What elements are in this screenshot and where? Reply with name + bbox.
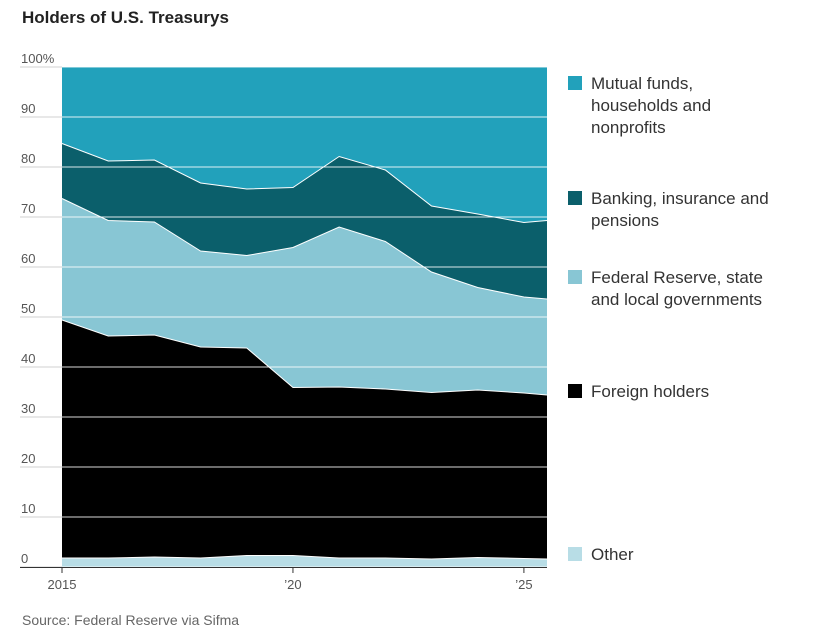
x-axis: 2015 ’20 ’25	[20, 567, 547, 592]
chart-title: Holders of U.S. Treasurys	[22, 8, 229, 27]
area-boundary-line	[61, 198, 548, 300]
y-tick-label: 70	[21, 201, 35, 216]
legend-label-federal-reserve: Federal Reserve, state and local governm…	[591, 268, 763, 309]
legend-item-federal-reserve: Federal Reserve, state and local governm…	[568, 267, 791, 311]
area-foreign-holders	[62, 320, 547, 559]
area-mutual-funds-households-and-nonprofits	[62, 67, 547, 223]
area-federal-reserve-state-and-local-governments	[62, 198, 547, 395]
legend-item-other: Other	[568, 544, 791, 566]
area-layers	[61, 67, 548, 567]
legend-label-banking: Banking, insurance and pensions	[591, 189, 769, 230]
y-tick-label: 60	[21, 251, 35, 266]
legend-swatch-banking	[568, 191, 582, 205]
x-tick-label: ’20	[284, 577, 301, 592]
legend-item-mutual-funds: Mutual funds, households and nonprofits	[568, 73, 731, 139]
legend-swatch-other	[568, 547, 582, 561]
y-axis-labels: 0 10 20 30 40 50 60 70 80 90 100%	[21, 51, 55, 566]
legend-label-other: Other	[591, 545, 634, 564]
y-tick-label: 80	[21, 151, 35, 166]
y-tick-label: 40	[21, 351, 35, 366]
x-tick-label: ’25	[515, 577, 532, 592]
y-tick-label: 0	[21, 551, 28, 566]
area-boundary-line	[61, 319, 548, 396]
legend-swatch-foreign-holders	[568, 384, 582, 398]
legend-item-banking: Banking, insurance and pensions	[568, 188, 791, 232]
y-tick-label: 90	[21, 101, 35, 116]
y-tick-label: 10	[21, 501, 35, 516]
legend-label-foreign-holders: Foreign holders	[591, 382, 710, 401]
area-other	[62, 555, 547, 567]
y-tick-label: 30	[21, 401, 35, 416]
area-banking-insurance-and-pensions	[62, 143, 547, 299]
legend-item-foreign-holders: Foreign holders	[568, 381, 791, 403]
x-tick-label: 2015	[48, 577, 77, 592]
legend-label-mutual-funds: Mutual funds, households and nonprofits	[591, 74, 712, 137]
y-tick-label: 100%	[21, 51, 55, 66]
y-tick-label: 50	[21, 301, 35, 316]
y-tick-label: 20	[21, 451, 35, 466]
legend-swatch-mutual-funds	[568, 76, 582, 90]
legend-swatch-federal-reserve	[568, 270, 582, 284]
area-boundary-line	[61, 143, 548, 224]
area-boundary-line	[62, 555, 548, 560]
source-note: Source: Federal Reserve via Sifma	[22, 612, 240, 628]
